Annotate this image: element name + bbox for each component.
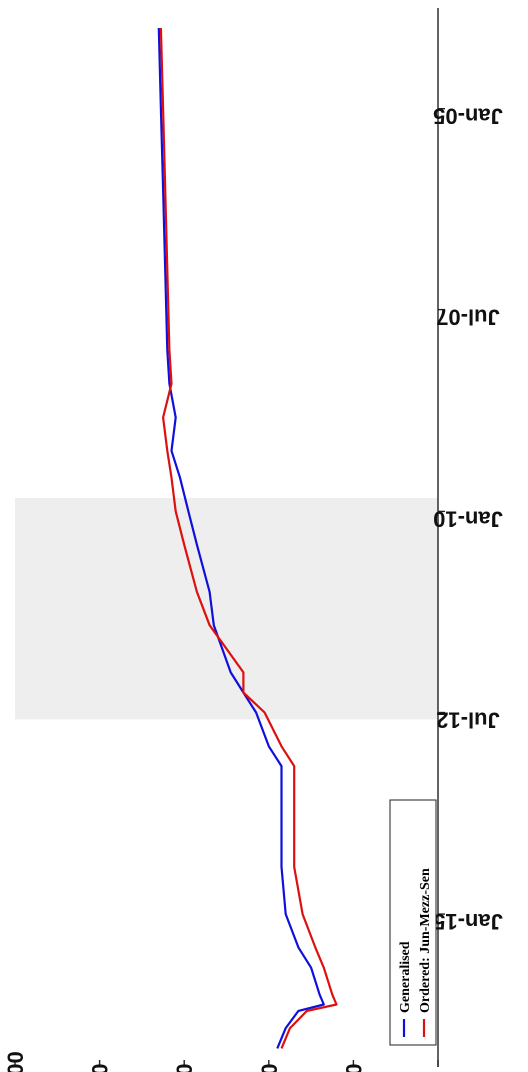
legend: Generalised Ordered: Jun-Mezz-Sen [389,799,437,1046]
x-tick-label: Jul-07 [436,305,500,330]
x-tick-label: Jul-12 [436,708,500,733]
y-tick-label: 100 [3,1051,28,1072]
y-tick-label: 80 [88,1064,113,1072]
x-tick-label: Jan-05 [433,104,503,129]
x-tick-label: Jan-15 [433,909,503,934]
shaded-region [15,497,438,720]
y-tick-label: 60 [172,1064,197,1072]
series-layer [157,27,338,1049]
y-tick-label: 20 [341,1064,366,1072]
series-line-2 [159,27,338,1049]
legend-label: Ordered: Jun-Mezz-Sen [418,868,433,1013]
y-tick-label: 40 [257,1064,282,1072]
legend-label: Generalised [398,941,413,1013]
y-ticks: 020406080100 [3,1051,439,1072]
x-ticks: Jan-05 Jul-07 Jan-10 Jul-12 Jan-15 [433,104,503,934]
legend-box [389,799,437,1046]
x-tick-label: Jan-10 [433,506,503,531]
series-line-1 [157,27,325,1049]
